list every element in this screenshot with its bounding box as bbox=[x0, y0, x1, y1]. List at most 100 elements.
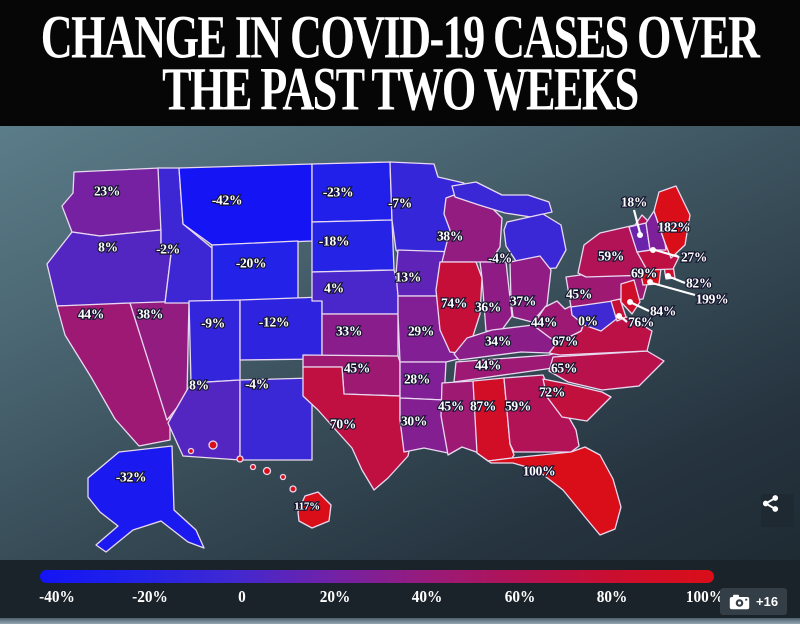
callout-dot-CT bbox=[647, 279, 653, 285]
state-label-CA: 44% bbox=[78, 307, 104, 322]
state-label-AR: 28% bbox=[404, 372, 430, 387]
state-DE bbox=[610, 298, 627, 322]
legend-tick-60: 60% bbox=[504, 587, 536, 606]
state-label-LA: 30% bbox=[401, 414, 427, 429]
state-label-MD: 0% bbox=[578, 314, 598, 329]
callout-line-VT bbox=[632, 209, 642, 234]
state-label-MS: 45% bbox=[438, 399, 464, 414]
state-HI-island bbox=[208, 440, 218, 450]
callout-line-NJ bbox=[631, 302, 650, 312]
state-label-OH: 37% bbox=[510, 294, 536, 309]
state-label-GA: 59% bbox=[505, 399, 531, 414]
headline-line-2: THE PAST TWO WEEKS bbox=[162, 54, 639, 124]
state-MI bbox=[451, 181, 553, 218]
legend-tick--20: -20% bbox=[131, 587, 168, 606]
state-HI-island bbox=[187, 447, 195, 455]
state-label-ME: 182% bbox=[658, 220, 691, 235]
color-scale-legend: -40% -20% 0 20% 40% 60% 80% 100% bbox=[0, 560, 800, 618]
state-label-MT: -42% bbox=[212, 193, 242, 208]
state-TX bbox=[302, 366, 413, 491]
legend-tick-40: 40% bbox=[411, 587, 443, 606]
state-label-AL: 87% bbox=[470, 399, 496, 414]
state-WY bbox=[211, 240, 299, 303]
state-label-RI: 82% bbox=[686, 276, 712, 291]
callout-dot-DE bbox=[616, 313, 622, 319]
state-AZ bbox=[167, 379, 241, 461]
state-label-MI: -4% bbox=[488, 251, 512, 266]
legend-tick-20: 20% bbox=[319, 587, 351, 606]
state-NH bbox=[645, 210, 667, 251]
state-HI-island bbox=[236, 455, 244, 463]
state-label-SD: -18% bbox=[319, 234, 349, 249]
callout-dot-NJ bbox=[627, 299, 633, 305]
state-label-MO: 29% bbox=[408, 324, 434, 339]
callout-line-RI bbox=[669, 275, 686, 285]
legend-tick--40: -40% bbox=[39, 587, 75, 606]
headline-line-1: CHANGE IN COVID-19 CASES OVER bbox=[41, 2, 760, 72]
state-label-WY: -20% bbox=[236, 256, 266, 271]
callout-dot-VT bbox=[637, 232, 643, 238]
state-label-TN: 44% bbox=[475, 358, 501, 373]
state-label-NM: -4% bbox=[245, 377, 269, 392]
callout-line-NH bbox=[654, 248, 680, 259]
state-UT bbox=[188, 299, 241, 384]
camera-icon bbox=[729, 594, 750, 610]
state-label-MA: 69% bbox=[631, 266, 657, 281]
page-edge-strip bbox=[0, 618, 800, 624]
state-SC bbox=[542, 378, 612, 422]
state-NM bbox=[239, 377, 313, 461]
callout-line-CT bbox=[651, 281, 696, 297]
state-label-NJ: 84% bbox=[650, 304, 676, 319]
state-label-ID: -2% bbox=[156, 242, 180, 257]
state-WA bbox=[61, 167, 162, 237]
covid-map-figure: 23% 8% 44% 38% -2% -42% -20% -9% -12% 8% -4% -23% -1… bbox=[0, 126, 800, 560]
state-label-DE: 76% bbox=[628, 315, 654, 330]
state-HI-island bbox=[279, 473, 287, 481]
state-label-FL: 100% bbox=[523, 464, 556, 479]
callout-line-DE bbox=[620, 316, 628, 323]
state-label-WV: 44% bbox=[531, 315, 557, 330]
state-label-KS: 33% bbox=[336, 324, 362, 339]
state-label-UT: -9% bbox=[201, 316, 225, 331]
state-OH bbox=[509, 255, 552, 323]
state-label-AK: -32% bbox=[116, 470, 146, 485]
state-label-WA: 23% bbox=[94, 184, 120, 199]
callout-dot-NH bbox=[650, 247, 656, 253]
state-HI bbox=[297, 491, 332, 529]
state-label-HI: 117% bbox=[294, 501, 320, 513]
state-label-NV: 38% bbox=[137, 307, 163, 322]
state-label-WI: 38% bbox=[437, 229, 463, 244]
share-button[interactable] bbox=[761, 494, 794, 527]
state-label-OR: 8% bbox=[98, 240, 118, 255]
state-MI bbox=[503, 213, 567, 271]
state-label-AZ: 8% bbox=[189, 378, 209, 393]
state-label-NE: 4% bbox=[324, 281, 344, 296]
state-label-OK: 45% bbox=[344, 361, 370, 376]
state-label-VA: 67% bbox=[552, 334, 578, 349]
state-label-IN: 36% bbox=[475, 300, 501, 315]
legend-tick-80: 80% bbox=[597, 587, 628, 606]
photo-count-badge[interactable]: +16 bbox=[720, 588, 788, 615]
state-label-NY: 59% bbox=[598, 249, 624, 264]
legend-tick-100: 100% bbox=[685, 587, 725, 606]
state-HI-island bbox=[262, 466, 272, 476]
state-label-CT: 199% bbox=[696, 292, 729, 307]
state-AK bbox=[87, 445, 205, 553]
state-HI-island bbox=[289, 485, 297, 493]
headline-banner: CHANGE IN COVID-19 CASES OVER THE PAST T… bbox=[0, 0, 800, 126]
state-label-TX: 70% bbox=[330, 417, 356, 432]
state-NC bbox=[548, 350, 665, 391]
color-gradient-bar bbox=[40, 570, 714, 583]
state-FL bbox=[476, 446, 622, 536]
callout-dot-RI bbox=[665, 273, 671, 279]
photo-count-label: +16 bbox=[756, 594, 779, 609]
state-label-NH: 27% bbox=[681, 250, 707, 265]
us-map-svg: 23% 8% 44% 38% -2% -42% -20% -9% -12% 8% -4% -23% -1… bbox=[46, 161, 730, 553]
state-label-VT: 18% bbox=[621, 195, 647, 210]
state-label-ND: -23% bbox=[323, 185, 353, 200]
state-MT bbox=[178, 163, 313, 246]
state-label-NC: 65% bbox=[551, 361, 577, 376]
state-label-PA: 45% bbox=[566, 287, 592, 302]
legend-tick-0: 0 bbox=[238, 587, 246, 606]
state-label-IA: 13% bbox=[395, 270, 421, 285]
